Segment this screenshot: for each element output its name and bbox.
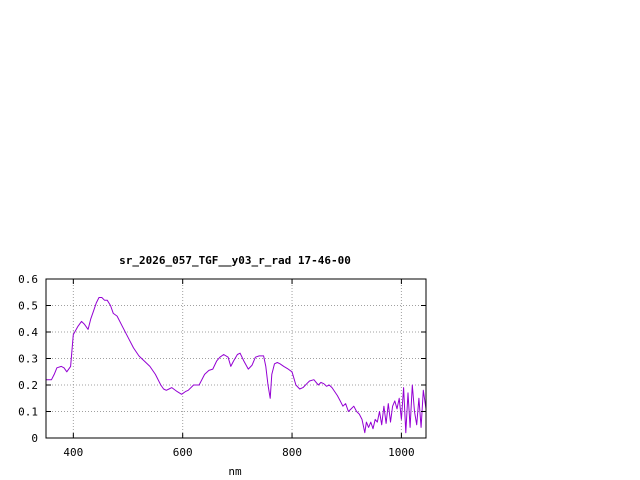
y-tick-label: 0.1	[18, 406, 38, 419]
y-tick-label: 0	[31, 432, 38, 445]
y-tick-label: 0.4	[18, 326, 38, 339]
grid-lines	[46, 278, 426, 439]
series-line-0	[46, 297, 427, 434]
x-tick-label: 600	[173, 446, 193, 459]
y-tick-label: 0.6	[18, 273, 38, 286]
x-tick-label: 400	[63, 446, 83, 459]
x-tick-label: 800	[282, 446, 302, 459]
tick-labels: 400 600 800 1000 0 0.1 0.2 0.3 0.4 0.5 0.6	[18, 273, 415, 459]
y-tick-label: 0.5	[18, 300, 38, 313]
x-axis-label: nm	[228, 465, 242, 478]
axis-ticks	[46, 278, 426, 439]
series-layer	[46, 297, 427, 434]
y-tick-label: 0.2	[18, 379, 38, 392]
x-tick-label: 1000	[388, 446, 415, 459]
chart-title: sr_2026_057_TGF__y03_r_rad 17-46-00	[119, 254, 351, 267]
y-tick-label: 0.3	[18, 353, 38, 366]
